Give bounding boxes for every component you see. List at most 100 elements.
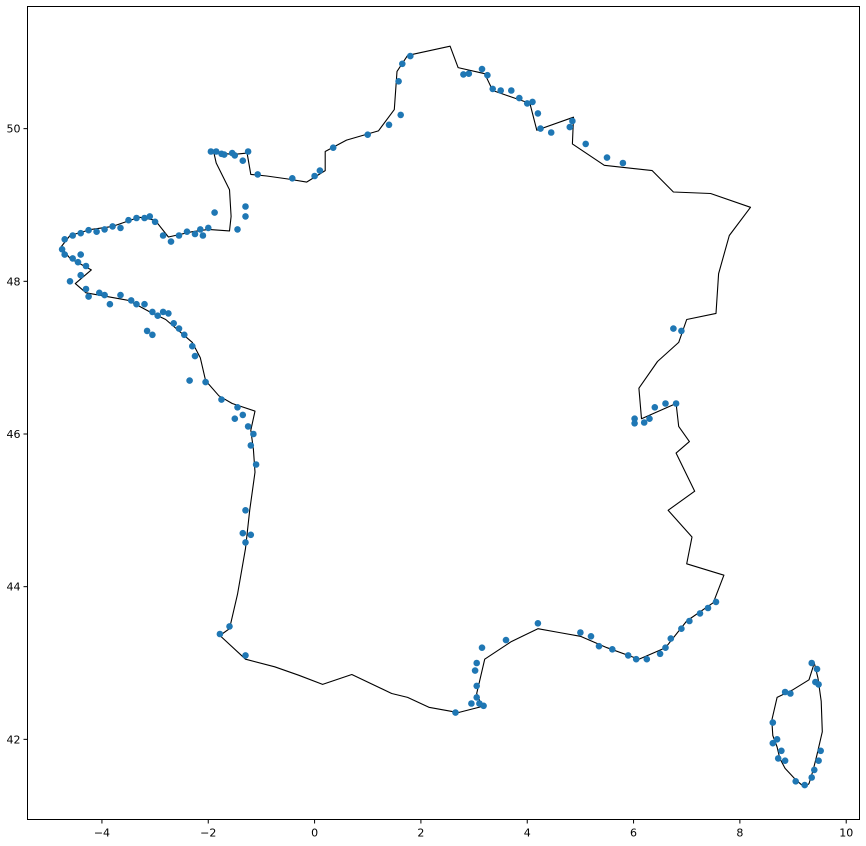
scatter-point [569, 117, 576, 125]
scatter-point [678, 625, 685, 632]
scatter-point [473, 682, 481, 690]
scatter-point [619, 159, 627, 167]
scatter-point [484, 71, 491, 79]
y-tick-label: 50 [7, 123, 21, 136]
scatter-point [787, 690, 794, 697]
scatter-point [133, 300, 140, 308]
scatter-point [471, 667, 479, 674]
scatter-point [672, 400, 680, 407]
scatter-point [778, 747, 785, 755]
scatter-point [143, 327, 151, 335]
x-tick-label: 2 [417, 827, 424, 840]
scatter-point [792, 778, 799, 785]
scatter-point [242, 539, 249, 546]
scatter-point [656, 650, 664, 658]
scatter-point [199, 232, 207, 239]
y-axis: 42 44 46 48 50 [7, 123, 28, 746]
scatter-point [651, 404, 659, 411]
scatter-point [244, 423, 252, 430]
scatter-point [631, 415, 638, 423]
scatter-point [149, 308, 156, 316]
scatter-point [85, 293, 92, 300]
y-tick-label: 48 [7, 275, 21, 288]
x-tick-label: 4 [524, 827, 531, 840]
scatter-point [149, 331, 156, 339]
scatter-point [603, 154, 611, 161]
scatter-point [662, 644, 669, 651]
scatter-point [66, 278, 74, 285]
scatter-point [529, 98, 536, 106]
scatter-point [205, 224, 212, 232]
scatter-point [106, 300, 114, 308]
scatter-point [247, 442, 255, 449]
scatter-point [769, 739, 777, 747]
scatter-point [385, 121, 393, 129]
scatter-point [395, 78, 402, 85]
scatter-point [399, 60, 406, 68]
scatter-point [769, 719, 777, 726]
scatter-point [197, 226, 204, 233]
scatter-point [587, 633, 595, 640]
scatter-point [85, 226, 92, 234]
scatter-point [77, 229, 84, 237]
scatter-point [61, 236, 68, 243]
scatter-point [781, 688, 789, 696]
scatter-point [811, 766, 818, 774]
scatter-point [516, 94, 523, 102]
scatter-point [508, 87, 515, 94]
scatter-point [465, 70, 473, 77]
scatter-point [577, 629, 584, 636]
scatter-point [211, 209, 218, 216]
scatter-point [808, 659, 815, 667]
x-tick-label: 8 [736, 827, 743, 840]
scatter-point [566, 123, 574, 131]
scatter-point [96, 289, 103, 297]
scatter-point [58, 246, 66, 253]
scatter-point [242, 213, 249, 220]
scatter-point [582, 140, 589, 148]
scatter-point [250, 430, 257, 438]
scatter-point [93, 228, 100, 235]
scatter-point [74, 258, 82, 266]
scatter-point [239, 157, 247, 164]
scatter-point [191, 352, 199, 360]
scatter-point [239, 411, 247, 419]
y-tick-label: 44 [7, 581, 21, 594]
scatter-point [815, 757, 822, 764]
scatter-point [125, 216, 132, 224]
corsica-outline [771, 662, 823, 788]
y-tick-label: 46 [7, 428, 21, 441]
x-tick-label: −4 [94, 827, 110, 840]
scatter-point [631, 420, 638, 427]
scatter-point [815, 681, 822, 688]
scatter-point [801, 781, 808, 789]
x-axis: −4 −2 0 2 4 6 8 10 [94, 819, 853, 840]
scatter-point [247, 531, 255, 539]
scatter-point [234, 226, 241, 233]
scatter-point [181, 331, 188, 339]
scatter-point [167, 238, 175, 245]
scatter-point [595, 642, 603, 650]
scatter-point [667, 635, 675, 642]
scatter-point [117, 291, 124, 299]
scatter-point [624, 652, 632, 659]
scatter-point [159, 232, 167, 239]
scatter-point [242, 507, 249, 514]
scatter-point [133, 214, 140, 222]
scatter-point [77, 271, 84, 279]
x-tick-label: 6 [630, 827, 637, 840]
scatter-point [316, 167, 324, 174]
scatter-point [242, 203, 249, 210]
scatter-point [218, 396, 225, 403]
scatter-point [146, 213, 154, 220]
scatter-point [165, 310, 172, 317]
scatter-point [127, 297, 135, 304]
scatter-point [781, 757, 789, 764]
scatter-point [234, 404, 241, 411]
scatter-point [460, 71, 467, 78]
scatter-point [329, 144, 337, 151]
scatter-point [686, 617, 693, 625]
scatter-point [252, 461, 260, 468]
x-tick-label: 10 [839, 827, 853, 840]
scatter-point [82, 262, 90, 270]
